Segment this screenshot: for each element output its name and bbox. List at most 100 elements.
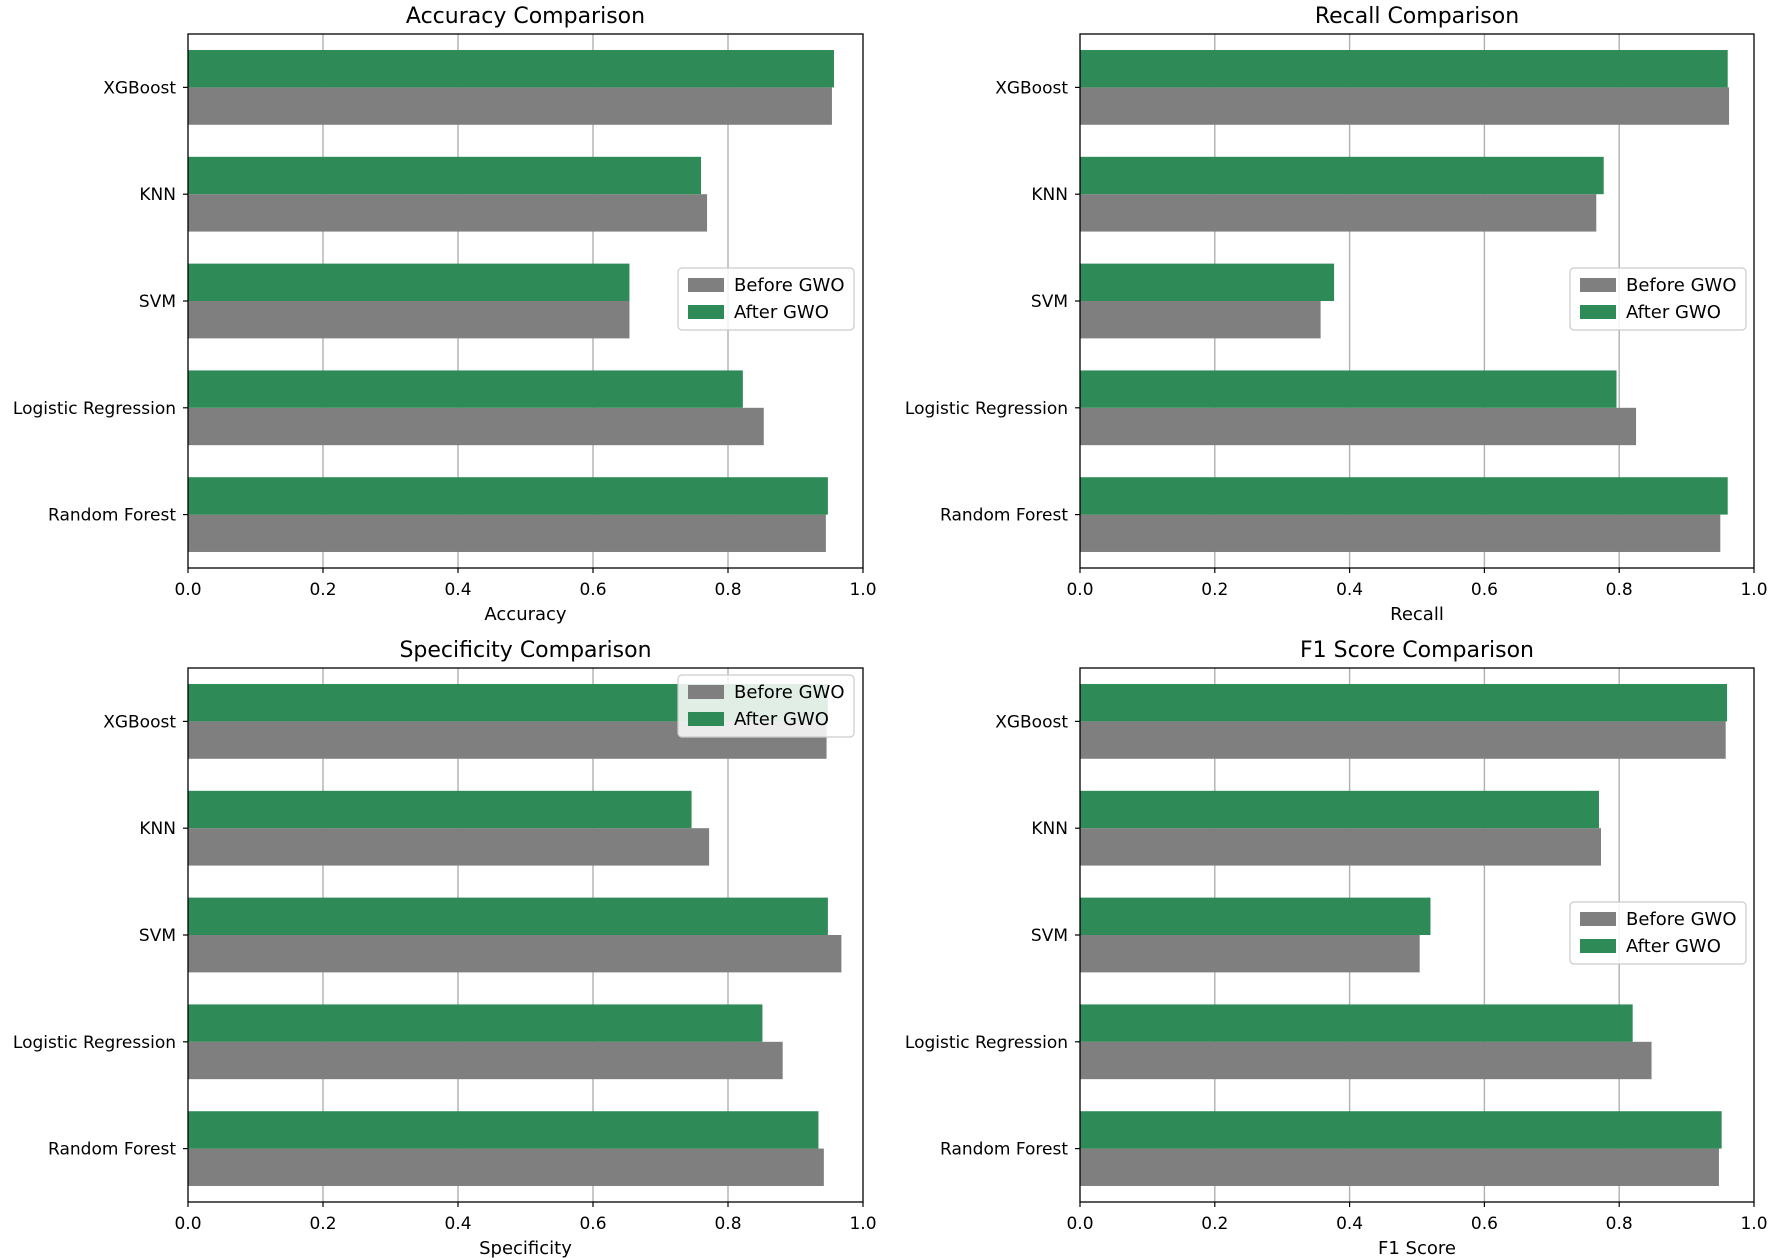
axes-frame [187, 33, 864, 569]
legend-swatch-before [688, 685, 724, 699]
bar-after-random-forest [1080, 477, 1728, 515]
legend: Before GWO After GWO [1569, 901, 1747, 965]
legend-label: After GWO [1626, 936, 1721, 957]
x-axis-label: F1 Score [1378, 1238, 1456, 1258]
x-tick-label: 0.0 [1066, 1214, 1093, 1234]
y-tick-label: SVM [139, 926, 176, 946]
x-tick-label: 0.6 [579, 1214, 606, 1234]
bar-after-knn [188, 156, 701, 195]
bar-before-random-forest [188, 514, 826, 552]
bar-after-logistic-regression [188, 1004, 763, 1042]
bar-after-xgboost [188, 50, 834, 88]
y-tick-label: Logistic Regression [13, 1033, 176, 1053]
legend-swatch-after [1580, 939, 1616, 953]
legend-label: Before GWO [1626, 275, 1737, 296]
x-tick-label: 1.0 [1740, 1214, 1767, 1234]
bar-after-svm [188, 263, 630, 301]
chart-title: Recall Comparison [1315, 4, 1519, 29]
bar-after-logistic-regression [1080, 370, 1617, 408]
bar-after-xgboost [1080, 50, 1728, 88]
x-tick-label: 0.4 [444, 580, 471, 600]
bar-before-svm [1080, 301, 1321, 339]
x-tick-label: 0.6 [579, 580, 606, 600]
legend-label: After GWO [734, 302, 829, 323]
bar-after-random-forest [188, 477, 828, 515]
x-tick-label: 0.0 [174, 1214, 201, 1234]
chart-panel-2: Random Forest Logistic Regression SVM KNN XG… [905, 4, 1768, 625]
x-tick-label: 0.6 [1471, 580, 1498, 600]
bar-before-svm [188, 301, 630, 339]
bar-before-logistic-regression [1080, 1041, 1652, 1080]
bar-before-xgboost [1080, 87, 1730, 125]
x-tick-label: 0.0 [174, 580, 201, 600]
bar-after-knn [188, 790, 692, 829]
legend: Before GWO After GWO [677, 674, 855, 738]
y-tick-label: SVM [1031, 292, 1068, 312]
bar-before-logistic-regression [188, 1041, 783, 1080]
x-tick-label: 1.0 [849, 1214, 876, 1234]
legend-swatch-after [688, 305, 724, 319]
legend-swatch-before [1580, 278, 1616, 292]
legend-swatch-before [1580, 912, 1616, 926]
y-tick-label: Logistic Regression [905, 1033, 1068, 1053]
bar-before-knn [188, 828, 710, 866]
chart-panel-3: Random Forest Logistic Regression SVM KNN XG… [13, 638, 877, 1258]
legend-label: After GWO [1626, 302, 1721, 323]
bar-after-xgboost [1080, 684, 1728, 722]
x-tick-label: 0.2 [1201, 1214, 1228, 1234]
y-tick-label: KNN [1031, 185, 1068, 205]
y-tick-label: Random Forest [940, 1140, 1068, 1160]
bar-after-svm [1080, 263, 1335, 301]
x-tick-label: 0.4 [1336, 580, 1363, 600]
axes-frame [1079, 33, 1755, 569]
bar-before-svm [1080, 935, 1420, 973]
y-tick-label: Logistic Regression [13, 399, 176, 419]
y-tick-label: SVM [139, 292, 176, 312]
legend-label: Before GWO [734, 682, 845, 703]
bar-before-svm [188, 935, 842, 973]
y-tick-label: KNN [1031, 819, 1068, 839]
x-tick-label: 0.8 [1606, 1214, 1633, 1234]
bar-before-random-forest [188, 1148, 824, 1186]
x-tick-label: 1.0 [1740, 580, 1767, 600]
y-tick-label: Random Forest [48, 506, 176, 526]
bar-before-xgboost [1080, 721, 1726, 759]
chart-panel-4: Random Forest Logistic Regression SVM KNN XG… [905, 638, 1768, 1258]
y-tick-label: Logistic Regression [905, 399, 1068, 419]
x-tick-label: 0.0 [1066, 580, 1093, 600]
legend: Before GWO After GWO [677, 267, 855, 331]
chart-title: Accuracy Comparison [406, 4, 645, 29]
chart-title: F1 Score Comparison [1300, 638, 1534, 663]
x-tick-label: 0.2 [1201, 580, 1228, 600]
bar-before-knn [188, 194, 708, 232]
axes-frame [187, 667, 864, 1203]
y-tick-label: XGBoost [995, 78, 1068, 98]
x-tick-label: 0.4 [1336, 1214, 1363, 1234]
x-tick-label: 0.2 [309, 1214, 336, 1234]
legend-swatch-after [688, 712, 724, 726]
y-tick-label: XGBoost [103, 78, 176, 98]
bar-after-logistic-regression [1080, 1004, 1633, 1042]
bar-before-random-forest [1080, 514, 1721, 552]
y-tick-label: XGBoost [995, 712, 1068, 732]
y-tick-label: KNN [139, 185, 176, 205]
x-tick-label: 0.2 [309, 580, 336, 600]
legend-label: Before GWO [734, 275, 845, 296]
bar-after-random-forest [1080, 1111, 1722, 1149]
bar-after-svm [1080, 897, 1431, 935]
axes-frame [1079, 667, 1755, 1203]
bar-before-logistic-regression [188, 407, 764, 446]
legend: Before GWO After GWO [1569, 267, 1747, 331]
bar-after-logistic-regression [188, 370, 743, 408]
x-tick-label: 0.8 [1606, 580, 1633, 600]
y-tick-label: XGBoost [103, 712, 176, 732]
x-axis-label: Recall [1390, 604, 1444, 625]
x-tick-label: 1.0 [849, 580, 876, 600]
y-tick-label: KNN [139, 819, 176, 839]
chart-title: Specificity Comparison [399, 638, 651, 663]
legend-swatch-before [688, 278, 724, 292]
x-tick-label: 0.8 [714, 1214, 741, 1234]
x-tick-label: 0.4 [444, 1214, 471, 1234]
x-axis-label: Accuracy [484, 604, 567, 625]
